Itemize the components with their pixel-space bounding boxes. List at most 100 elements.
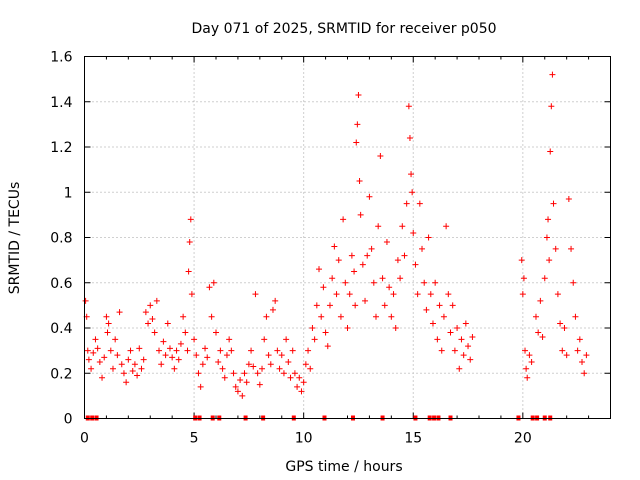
data-point — [305, 347, 312, 354]
data-point — [552, 245, 559, 252]
data-point — [440, 313, 447, 320]
data-point — [120, 370, 127, 377]
data-point — [208, 313, 215, 320]
y-tick-label: 0.6 — [50, 276, 72, 292]
data-point — [370, 279, 377, 286]
y-tick-label: 1 — [64, 185, 73, 201]
data-point — [184, 347, 191, 354]
y-tick-label: 1.4 — [50, 95, 72, 111]
data-point — [287, 374, 294, 381]
data-point — [416, 200, 423, 207]
data-point — [166, 345, 173, 352]
data-point — [554, 291, 561, 298]
data-point — [549, 71, 556, 78]
data-point — [559, 347, 566, 354]
data-point — [344, 325, 351, 331]
data-point — [436, 302, 443, 309]
data-point — [333, 291, 340, 298]
data-point — [158, 361, 165, 368]
data-point — [164, 320, 171, 327]
data-point — [199, 361, 206, 368]
data-point — [427, 291, 434, 298]
data-point — [149, 315, 156, 322]
data-point — [322, 329, 329, 336]
data-point — [123, 379, 130, 386]
data-point — [581, 370, 588, 377]
data-point — [173, 347, 180, 354]
data-point — [278, 352, 285, 359]
data-point — [85, 356, 92, 363]
data-point — [449, 302, 456, 309]
data-point — [204, 354, 211, 361]
data-point — [127, 347, 134, 354]
data-point — [414, 291, 421, 298]
data-point — [537, 297, 544, 304]
data-point — [283, 336, 290, 343]
data-point — [289, 347, 296, 354]
data-point — [545, 216, 552, 223]
data-point — [226, 336, 233, 343]
data-point — [276, 365, 283, 372]
data-point — [379, 275, 386, 282]
data-point — [302, 361, 309, 368]
data-point — [256, 381, 263, 388]
data-point — [109, 365, 116, 372]
data-point — [177, 340, 184, 347]
y-tick-label: 0.4 — [50, 321, 72, 337]
data-point — [160, 338, 167, 345]
data-point — [462, 320, 469, 327]
y-tick-label: 0 — [64, 412, 73, 428]
data-point — [429, 320, 436, 327]
data-point — [337, 313, 344, 320]
data-point — [92, 336, 99, 343]
data-point — [263, 313, 270, 320]
data-point — [232, 383, 239, 390]
data-point — [421, 279, 428, 286]
data-point — [331, 243, 338, 250]
data-point — [223, 352, 230, 359]
data-point — [438, 347, 445, 354]
data-point — [570, 279, 577, 286]
data-point — [368, 245, 375, 252]
data-point — [451, 347, 458, 354]
data-point — [171, 365, 178, 372]
data-point — [469, 334, 476, 341]
data-point — [528, 358, 535, 365]
data-point — [401, 252, 408, 259]
data-point — [547, 148, 554, 155]
data-point — [351, 268, 358, 275]
data-point — [546, 257, 553, 264]
y-tick-label: 1.2 — [50, 140, 72, 156]
data-point — [197, 383, 204, 390]
data-point — [539, 334, 546, 341]
data-point — [366, 193, 373, 200]
data-point — [193, 352, 200, 359]
data-point — [447, 329, 454, 336]
x-tick-label: 5 — [190, 431, 199, 447]
data-point — [410, 229, 417, 236]
data-point — [583, 352, 590, 359]
data-point — [175, 356, 182, 363]
data-point — [252, 291, 259, 298]
y-tick-label: 0.8 — [50, 231, 72, 247]
data-point — [526, 352, 533, 359]
data-point — [574, 347, 581, 354]
data-point — [563, 352, 570, 359]
data-point — [316, 266, 323, 273]
data-point — [465, 343, 472, 350]
data-point — [118, 361, 125, 368]
data-point — [543, 234, 550, 241]
data-point — [112, 336, 119, 343]
data-point — [88, 365, 95, 372]
data-point — [125, 356, 132, 363]
data-point — [274, 347, 281, 354]
data-point — [206, 284, 213, 291]
data-point — [94, 345, 101, 352]
data-point — [541, 275, 548, 282]
data-point — [131, 361, 138, 368]
data-point — [272, 297, 279, 304]
data-point — [377, 153, 384, 160]
data-point — [300, 379, 307, 386]
data-point — [532, 313, 539, 320]
x-tick-label: 15 — [404, 431, 422, 447]
